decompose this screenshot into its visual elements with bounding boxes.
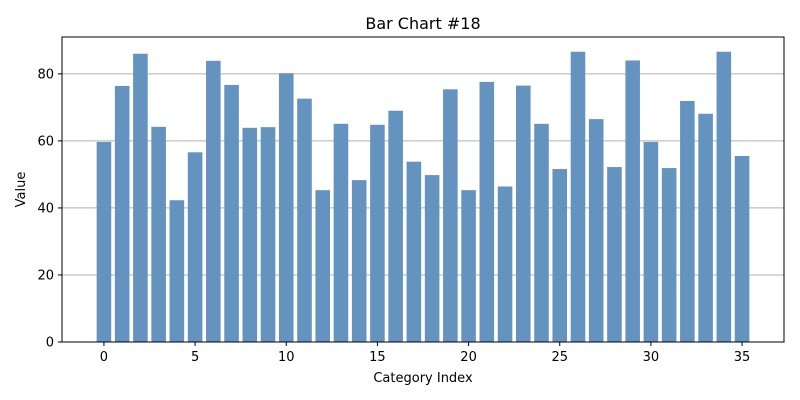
- bars: [96, 51, 750, 343]
- bar: [169, 200, 185, 342]
- bar: [661, 168, 677, 342]
- bar: [242, 127, 258, 342]
- y-tick-label: 0: [46, 336, 54, 351]
- bar: [406, 161, 422, 342]
- bar: [552, 169, 568, 342]
- y-tick-label: 60: [37, 134, 54, 149]
- x-tick-label: 35: [734, 350, 751, 365]
- x-tick-label: 30: [643, 350, 660, 365]
- bar: [333, 123, 349, 342]
- bar: [315, 190, 331, 342]
- bar: [260, 127, 276, 343]
- x-tick-label: 25: [551, 350, 568, 365]
- chart-title: Bar Chart #18: [365, 14, 480, 33]
- x-axis-ticks: 0 5 10 15 20 25 30 35: [100, 342, 751, 365]
- bar: [570, 51, 586, 342]
- bar: [461, 190, 476, 342]
- x-tick-label: 10: [278, 350, 295, 365]
- x-tick-label: 20: [460, 350, 477, 365]
- bar: [151, 126, 166, 342]
- bar: [588, 119, 604, 342]
- bar: [643, 141, 659, 342]
- bar: [680, 101, 695, 343]
- x-axis-label: Category Index: [373, 371, 473, 386]
- bar: [114, 85, 130, 342]
- bar: [187, 152, 203, 342]
- bar: [351, 180, 367, 342]
- bar: [479, 81, 495, 343]
- bar: [424, 175, 440, 342]
- bar: [297, 98, 312, 343]
- bar: [278, 73, 294, 342]
- bar: [388, 110, 403, 342]
- x-tick-label: 15: [369, 350, 386, 365]
- bar: [716, 51, 732, 342]
- y-axis-label: Value: [14, 172, 29, 208]
- bar: [443, 89, 458, 343]
- bar: [734, 155, 750, 342]
- bar: [497, 186, 513, 342]
- bar: [534, 123, 549, 342]
- y-tick-label: 80: [37, 67, 54, 82]
- y-tick-label: 40: [37, 201, 54, 216]
- y-axis-ticks: 0 20 40 60 80: [37, 67, 62, 351]
- bar: [625, 60, 640, 342]
- plot-area-frame: [61, 36, 785, 343]
- bar: [607, 167, 622, 342]
- bar: [515, 85, 531, 342]
- bar: [96, 141, 112, 342]
- bar: [370, 124, 385, 342]
- x-tick-label: 0: [100, 350, 108, 365]
- bar: [698, 113, 713, 342]
- bar: [133, 53, 148, 343]
- bar: [206, 60, 221, 343]
- bar: [224, 84, 239, 342]
- x-tick-label: 5: [191, 350, 199, 365]
- y-tick-label: 20: [37, 268, 54, 283]
